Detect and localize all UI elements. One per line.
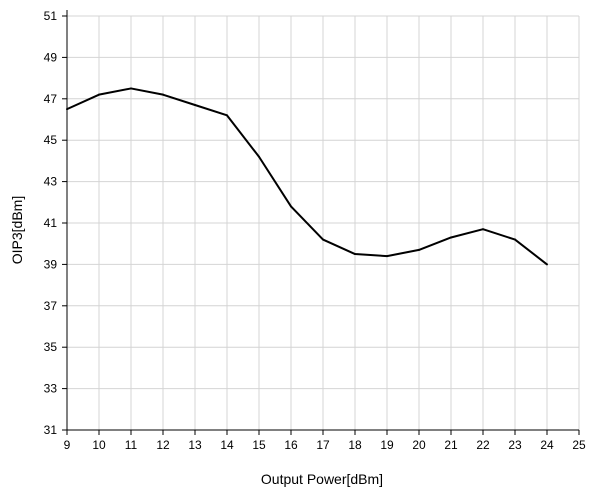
y-tick-label: 39: [44, 257, 58, 271]
y-axis-label: OIP3[dBm]: [9, 196, 25, 264]
data-point: [66, 108, 68, 111]
data-point: [226, 114, 228, 117]
x-tick-label: 18: [348, 438, 362, 452]
x-axis-label: Output Power[dBm]: [261, 471, 383, 487]
data-point: [450, 236, 452, 239]
y-tick-label: 35: [44, 340, 58, 354]
x-tick-label: 22: [476, 438, 490, 452]
data-point: [194, 104, 196, 107]
data-point: [354, 253, 356, 256]
data-point: [322, 238, 324, 241]
series-line: [66, 87, 548, 266]
y-tick-label: 51: [44, 9, 58, 23]
y-tick-label: 47: [44, 92, 58, 106]
x-tick-label: 13: [188, 438, 202, 452]
data-point: [130, 87, 132, 90]
y-tick-label: 43: [44, 175, 58, 189]
data-point: [546, 263, 548, 266]
y-tick-label: 37: [44, 299, 58, 313]
y-tick-labels: 31 33 35 37 39 41 43 45 47 49 51: [44, 9, 58, 437]
x-tick-label: 17: [316, 438, 330, 452]
x-tick-labels: 9 10 11 12 13 14 15 16 17 18 19 20 21 22 23 24 25: [64, 438, 586, 452]
x-tick-label: 11: [125, 438, 138, 452]
y-tick-label: 49: [44, 50, 58, 64]
data-point: [386, 255, 388, 258]
x-tick-label: 16: [284, 438, 298, 452]
gridlines: [67, 15, 580, 430]
x-tick-label: 23: [508, 438, 522, 452]
x-tick-label: 20: [412, 438, 426, 452]
x-tick-label: 24: [540, 438, 554, 452]
data-point: [290, 205, 292, 208]
x-tick-label: 9: [64, 438, 71, 452]
series-group: [66, 87, 548, 266]
y-tick-label: 41: [44, 216, 58, 230]
x-tick-label: 21: [444, 438, 458, 452]
data-point: [258, 155, 260, 158]
x-tick-label: 25: [572, 438, 586, 452]
data-point: [162, 93, 164, 96]
x-tick-label: 19: [380, 438, 394, 452]
data-point: [482, 228, 484, 231]
data-point: [418, 248, 420, 251]
x-tick-label: 10: [92, 438, 106, 452]
data-point: [514, 238, 516, 241]
y-tick-label: 45: [44, 133, 58, 147]
data-point: [98, 93, 100, 96]
axes: [62, 10, 580, 435]
y-tick-label: 33: [44, 382, 58, 396]
y-tick-label: 31: [44, 423, 58, 437]
x-tick-label: 14: [220, 438, 234, 452]
x-tick-label: 15: [252, 438, 266, 452]
x-tick-label: 12: [156, 438, 170, 452]
